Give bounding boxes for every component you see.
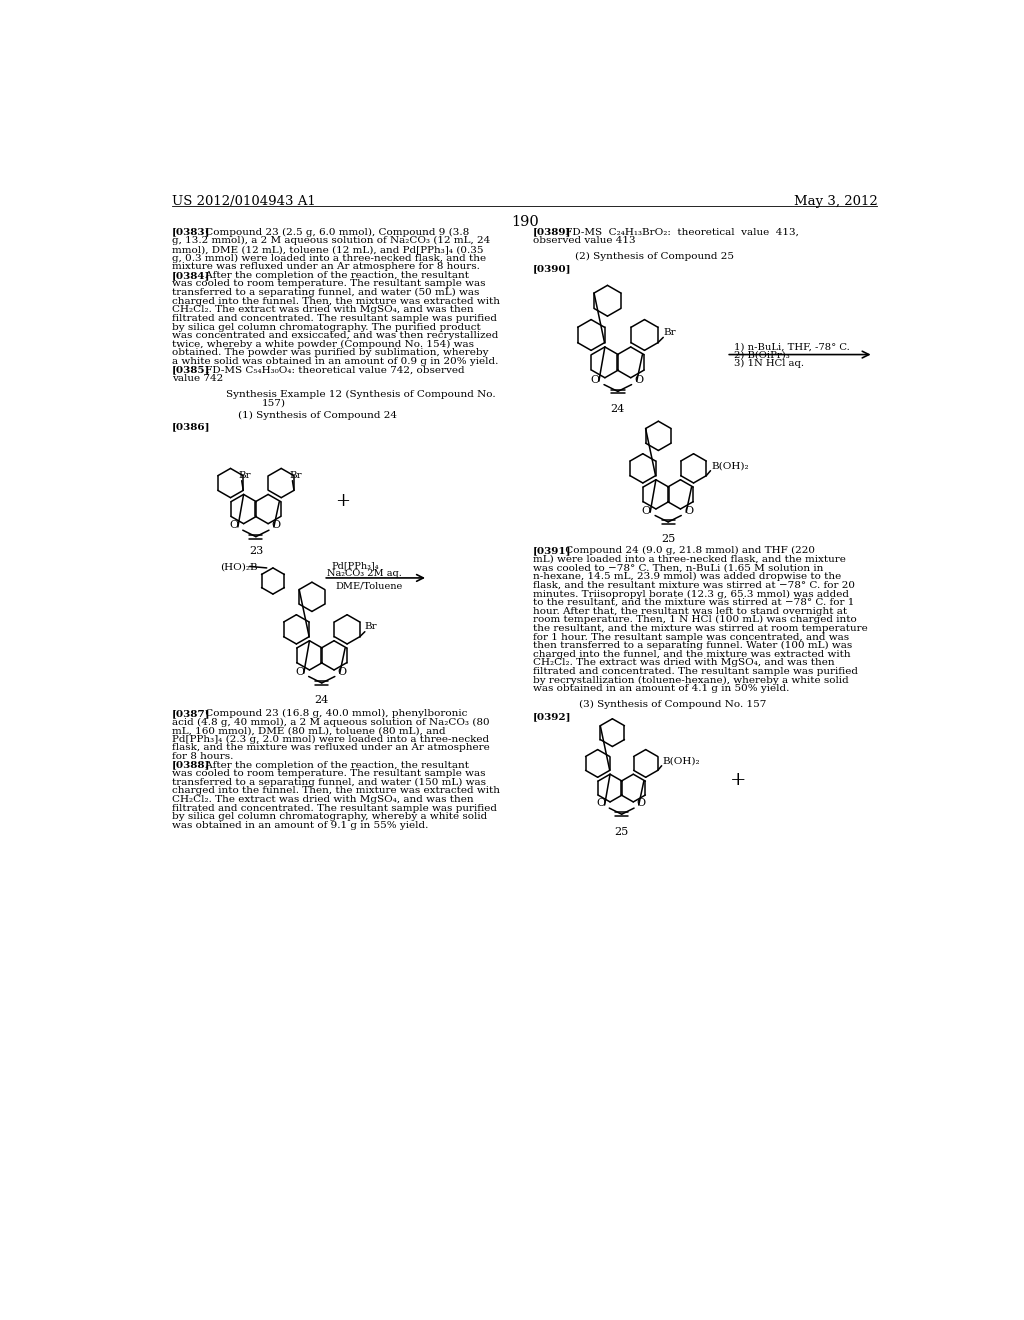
Text: Na₂CO₃ 2M aq.: Na₂CO₃ 2M aq. (328, 569, 402, 578)
Text: by recrystallization (toluene-hexane), whereby a white solid: by recrystallization (toluene-hexane), w… (532, 676, 848, 685)
Text: 2) B(OiPr)₃: 2) B(OiPr)₃ (734, 351, 790, 360)
Text: mL, 160 mmol), DME (80 mL), toluene (80 mL), and: mL, 160 mmol), DME (80 mL), toluene (80 … (172, 726, 445, 735)
Text: [0388]: [0388] (172, 760, 211, 770)
Text: (2) Synthesis of Compound 25: (2) Synthesis of Compound 25 (575, 252, 734, 261)
Text: 25: 25 (614, 826, 629, 837)
Text: room temperature. Then, 1 N HCl (100 mL) was charged into: room temperature. Then, 1 N HCl (100 mL)… (532, 615, 856, 624)
Text: O: O (642, 506, 651, 516)
Text: filtrated and concentrated. The resultant sample was purified: filtrated and concentrated. The resultan… (172, 314, 498, 323)
Text: charged into the funnel. Then, the mixture was extracted with: charged into the funnel. Then, the mixtu… (172, 297, 500, 306)
Text: CH₂Cl₂. The extract was dried with MgSO₄, and was then: CH₂Cl₂. The extract was dried with MgSO₄… (172, 305, 474, 314)
Text: O: O (271, 520, 281, 531)
Text: transferred to a separating funnel, and water (150 mL) was: transferred to a separating funnel, and … (172, 777, 486, 787)
Text: by silica gel column chromatography, whereby a white solid: by silica gel column chromatography, whe… (172, 812, 487, 821)
Text: by silica gel column chromatography. The purified product: by silica gel column chromatography. The… (172, 322, 481, 331)
Text: charged into the funnel. Then, the mixture was extracted with: charged into the funnel. Then, the mixtu… (172, 787, 500, 796)
Text: filtrated and concentrated. The resultant sample was purified: filtrated and concentrated. The resultan… (172, 804, 498, 813)
Text: acid (4.8 g, 40 mmol), a 2 M aqueous solution of Na₂CO₃ (80: acid (4.8 g, 40 mmol), a 2 M aqueous sol… (172, 718, 489, 726)
Text: [0392]: [0392] (532, 711, 571, 721)
Text: g, 13.2 mmol), a 2 M aqueous solution of Na₂CO₃ (12 mL, 24: g, 13.2 mmol), a 2 M aqueous solution of… (172, 236, 490, 246)
Text: was obtained in an amount of 4.1 g in 50% yield.: was obtained in an amount of 4.1 g in 50… (532, 684, 788, 693)
Text: flask, and the mixture was refluxed under an Ar atmosphere: flask, and the mixture was refluxed unde… (172, 743, 489, 752)
Text: O: O (635, 375, 644, 384)
Text: g, 0.3 mmol) were loaded into a three-necked flask, and the: g, 0.3 mmol) were loaded into a three-ne… (172, 253, 486, 263)
Text: obtained. The powder was purified by sublimation, whereby: obtained. The powder was purified by sub… (172, 348, 488, 358)
Text: Synthesis Example 12 (Synthesis of Compound No.: Synthesis Example 12 (Synthesis of Compo… (226, 389, 496, 399)
Text: 157): 157) (261, 399, 286, 408)
Text: was cooled to room temperature. The resultant sample was: was cooled to room temperature. The resu… (172, 770, 485, 779)
Text: CH₂Cl₂. The extract was dried with MgSO₄, and was then: CH₂Cl₂. The extract was dried with MgSO₄… (532, 659, 835, 668)
Text: Compound 23 (16.8 g, 40.0 mmol), phenylboronic: Compound 23 (16.8 g, 40.0 mmol), phenylb… (202, 709, 467, 718)
Text: minutes. Triisopropyl borate (12.3 g, 65.3 mmol) was added: minutes. Triisopropyl borate (12.3 g, 65… (532, 590, 849, 598)
Text: [0385]: [0385] (172, 366, 211, 375)
Text: [0389]: [0389] (532, 227, 571, 236)
Text: 24: 24 (610, 404, 625, 414)
Text: value 742: value 742 (172, 375, 223, 383)
Text: was cooled to −78° C. Then, n-BuLi (1.65 M solution in: was cooled to −78° C. Then, n-BuLi (1.65… (532, 564, 823, 573)
Text: for 1 hour. The resultant sample was concentrated, and was: for 1 hour. The resultant sample was con… (532, 632, 849, 642)
Text: +: + (335, 492, 350, 510)
Text: Pd[PPh₃]₄: Pd[PPh₃]₄ (331, 561, 379, 570)
Text: After the completion of the reaction, the resultant: After the completion of the reaction, th… (202, 760, 469, 770)
Text: After the completion of the reaction, the resultant: After the completion of the reaction, th… (202, 271, 469, 280)
Text: [0387]: [0387] (172, 709, 211, 718)
Text: then transferred to a separating funnel. Water (100 mL) was: then transferred to a separating funnel.… (532, 642, 852, 651)
Text: to the resultant, and the mixture was stirred at −78° C. for 1: to the resultant, and the mixture was st… (532, 598, 854, 607)
Text: [0391]: [0391] (532, 546, 571, 556)
Text: +: + (730, 771, 746, 789)
Text: 25: 25 (662, 535, 675, 544)
Text: US 2012/0104943 A1: US 2012/0104943 A1 (172, 195, 316, 209)
Text: 190: 190 (511, 215, 539, 230)
Text: mL) were loaded into a three-necked flask, and the mixture: mL) were loaded into a three-necked flas… (532, 554, 846, 564)
Text: [0390]: [0390] (532, 264, 571, 273)
Text: O: O (596, 799, 605, 808)
Text: 23: 23 (249, 545, 263, 556)
Text: O: O (684, 506, 693, 516)
Text: DME/Toluene: DME/Toluene (335, 581, 402, 590)
Text: the resultant, and the mixture was stirred at room temperature: the resultant, and the mixture was stirr… (532, 624, 867, 632)
Text: Br: Br (664, 329, 676, 337)
Text: Br: Br (365, 623, 378, 631)
Text: was obtained in an amount of 9.1 g in 55% yield.: was obtained in an amount of 9.1 g in 55… (172, 821, 429, 830)
Text: was concentrated and exsiccated, and was then recrystallized: was concentrated and exsiccated, and was… (172, 331, 499, 341)
Text: mixture was refluxed under an Ar atmosphere for 8 hours.: mixture was refluxed under an Ar atmosph… (172, 263, 480, 271)
Text: (1) Synthesis of Compound 24: (1) Synthesis of Compound 24 (238, 411, 397, 420)
Text: O: O (338, 667, 347, 677)
Text: O: O (591, 375, 599, 384)
Text: mmol), DME (12 mL), toluene (12 mL), and Pd[PPh₃]₄ (0.35: mmol), DME (12 mL), toluene (12 mL), and… (172, 246, 483, 253)
Text: charged into the funnel, and the mixture was extracted with: charged into the funnel, and the mixture… (532, 649, 850, 659)
Text: [0386]: [0386] (172, 422, 211, 432)
Text: O: O (637, 799, 645, 808)
Text: (HO)₂B: (HO)₂B (220, 562, 258, 572)
Text: twice, whereby a white powder (Compound No. 154) was: twice, whereby a white powder (Compound … (172, 339, 474, 348)
Text: 1) n-BuLi, THF, -78° C.: 1) n-BuLi, THF, -78° C. (734, 342, 850, 351)
Text: [0384]: [0384] (172, 271, 211, 280)
Text: (3) Synthesis of Compound No. 157: (3) Synthesis of Compound No. 157 (579, 700, 766, 709)
Text: Compound 23 (2.5 g, 6.0 mmol), Compound 9 (3.8: Compound 23 (2.5 g, 6.0 mmol), Compound … (202, 227, 469, 236)
Text: hour. After that, the resultant was left to stand overnight at: hour. After that, the resultant was left… (532, 607, 847, 615)
Text: filtrated and concentrated. The resultant sample was purified: filtrated and concentrated. The resultan… (532, 667, 857, 676)
Text: 3) 1N HCl aq.: 3) 1N HCl aq. (734, 359, 804, 368)
Text: Br: Br (290, 471, 302, 480)
Text: Br: Br (239, 471, 251, 480)
Text: was cooled to room temperature. The resultant sample was: was cooled to room temperature. The resu… (172, 280, 485, 289)
Text: [0383]: [0383] (172, 227, 211, 236)
Text: O: O (229, 520, 239, 531)
Text: flask, and the resultant mixture was stirred at −78° C. for 20: flask, and the resultant mixture was sti… (532, 581, 855, 590)
Text: B(OH)₂: B(OH)₂ (663, 756, 700, 766)
Text: a white solid was obtained in an amount of 0.9 g in 20% yield.: a white solid was obtained in an amount … (172, 356, 499, 366)
Text: Compound 24 (9.0 g, 21.8 mmol) and THF (220: Compound 24 (9.0 g, 21.8 mmol) and THF (… (562, 546, 815, 556)
Text: FD-MS C₅₄H₃₀O₄: theoretical value 742, observed: FD-MS C₅₄H₃₀O₄: theoretical value 742, o… (202, 366, 464, 375)
Text: FD-MS  C₂₄H₁₃BrO₂:  theoretical  value  413,: FD-MS C₂₄H₁₃BrO₂: theoretical value 413, (562, 227, 799, 236)
Text: transferred to a separating funnel, and water (50 mL) was: transferred to a separating funnel, and … (172, 288, 479, 297)
Text: May 3, 2012: May 3, 2012 (794, 195, 878, 209)
Text: B(OH)₂: B(OH)₂ (712, 462, 749, 470)
Text: n-hexane, 14.5 mL, 23.9 mmol) was added dropwise to the: n-hexane, 14.5 mL, 23.9 mmol) was added … (532, 572, 841, 581)
Text: CH₂Cl₂. The extract was dried with MgSO₄, and was then: CH₂Cl₂. The extract was dried with MgSO₄… (172, 795, 474, 804)
Text: Pd[PPh₃]₄ (2.3 g, 2.0 mmol) were loaded into a three-necked: Pd[PPh₃]₄ (2.3 g, 2.0 mmol) were loaded … (172, 735, 489, 744)
Text: for 8 hours.: for 8 hours. (172, 752, 233, 760)
Text: O: O (295, 667, 304, 677)
Text: 24: 24 (314, 694, 329, 705)
Text: observed value 413: observed value 413 (532, 236, 635, 246)
